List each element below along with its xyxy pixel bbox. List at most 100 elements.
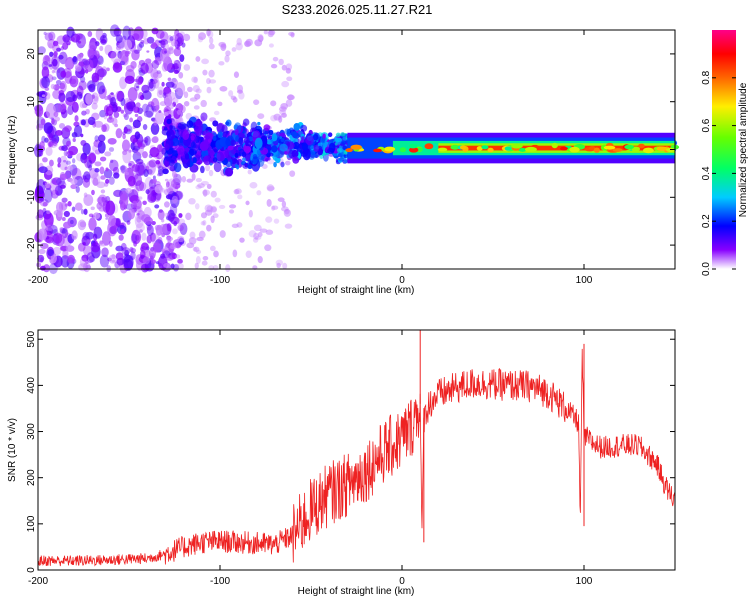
spectrogram-cell xyxy=(270,100,277,107)
spectrogram-cell xyxy=(37,228,48,241)
spectrogram-cell xyxy=(109,24,120,37)
spectrogram-cell xyxy=(160,40,166,49)
spectrogram-cell xyxy=(148,81,154,89)
spectrogram-cell xyxy=(72,31,76,36)
spectrogram-cell xyxy=(111,253,116,260)
spectrogram-cell xyxy=(149,146,160,158)
spectrogram-cell xyxy=(43,122,53,134)
spectrogram-cell xyxy=(199,141,209,151)
spectrogram-cell xyxy=(164,212,169,217)
spectrogram-cell xyxy=(157,173,162,177)
colorbar-tick-label: 0.4 xyxy=(701,166,712,180)
spectrogram-cell xyxy=(35,104,44,118)
spectrogram-cell xyxy=(165,181,170,188)
spectrogram-cell xyxy=(166,242,171,249)
spectrogram-cell xyxy=(268,43,274,48)
spectrogram-cell xyxy=(459,145,467,150)
spectrogram-cell xyxy=(94,135,99,142)
spectrogram-cell xyxy=(212,135,217,142)
spectrogram-cell xyxy=(143,216,153,225)
spectrogram-cell xyxy=(56,47,62,52)
spectrogram-cell xyxy=(195,256,201,264)
spectrogram-cell xyxy=(42,207,47,214)
spectrogram-cell xyxy=(155,261,160,265)
spectrogram-cell xyxy=(272,56,279,62)
spectrogram-cell xyxy=(135,180,145,192)
spectrogram-cell xyxy=(247,169,252,175)
spectrogram-cell xyxy=(52,58,58,67)
spectrogram-cell xyxy=(172,263,180,272)
spectrogram-cell xyxy=(70,184,77,190)
spectrogram-cell xyxy=(271,133,278,142)
spectrogram-cell xyxy=(108,147,115,152)
spectrogram-cell xyxy=(133,145,141,151)
spectrogram-cell xyxy=(312,134,319,141)
spectrogram-cell xyxy=(165,97,170,105)
spectrogram-cell xyxy=(82,171,91,183)
spectrogram-cell xyxy=(109,226,117,234)
spectrogram-cell xyxy=(63,159,67,163)
spectrogram-cell xyxy=(47,38,56,49)
spectrogram-cell xyxy=(257,231,263,237)
spectrogram-cell xyxy=(49,51,54,57)
spectrogram-cell xyxy=(273,113,282,121)
spectrogram-cell xyxy=(67,201,72,207)
spectrogram-cell xyxy=(80,75,86,83)
spectrogram-cell xyxy=(200,181,209,186)
spectrogram-cell xyxy=(52,40,59,47)
spectrogram-cell xyxy=(167,34,173,43)
spectrogram-cell xyxy=(236,89,244,94)
spectrogram-cell xyxy=(130,247,137,254)
spectrogram-cell xyxy=(62,248,69,259)
spectrogram-cell xyxy=(283,208,291,217)
spectrogram-cell xyxy=(161,47,168,55)
spectrogram-cell xyxy=(264,244,272,252)
spectrogram-cell xyxy=(231,223,239,229)
spectrogram-cell xyxy=(169,125,173,130)
spectrogram-cell xyxy=(234,164,239,168)
spectrogram-cell xyxy=(305,134,314,146)
spectrogram-xlabel: Height of straight line (km) xyxy=(298,285,415,296)
spectrogram-cell xyxy=(80,119,86,126)
spectrogram-cell xyxy=(172,97,179,104)
spectrogram-cell xyxy=(350,144,363,150)
spectrogram-cell xyxy=(286,94,295,101)
spectrogram-cell xyxy=(551,142,558,149)
spectrogram-cell xyxy=(104,96,109,101)
spectrogram-cell xyxy=(59,227,63,231)
spectrogram-cell xyxy=(74,115,79,122)
spectrogram-cell xyxy=(59,173,68,181)
spectrogram-cell xyxy=(217,131,223,139)
snr-ytick-label: 300 xyxy=(26,423,37,440)
spectrogram-cell xyxy=(164,143,170,151)
spectrogram-cell xyxy=(192,246,198,252)
spectrogram-cell xyxy=(219,230,226,238)
spectrogram-cell xyxy=(172,63,180,70)
spectrogram-cell xyxy=(131,49,140,61)
spectrogram-cell xyxy=(638,143,645,149)
spectrogram-cell xyxy=(49,159,54,167)
spectrogram-cell xyxy=(280,102,288,110)
snr-plot-area xyxy=(38,330,675,570)
spectrogram-cell xyxy=(268,152,274,157)
spectrogram-cell xyxy=(139,229,143,233)
spectrogram-cell xyxy=(36,209,44,219)
spectrogram-cell xyxy=(136,206,143,213)
spectrogram-cell xyxy=(256,190,262,196)
spectrogram-cell xyxy=(202,255,209,261)
spectrogram-cell xyxy=(124,75,135,84)
spectrogram-cell xyxy=(238,132,246,139)
spectrogram-cell xyxy=(44,137,49,143)
spectrogram-cell xyxy=(58,54,64,60)
spectrogram-cell xyxy=(284,208,290,215)
spectrogram-cell xyxy=(105,217,109,220)
spectrogram-cell xyxy=(150,78,154,83)
snr-xtick-label: -100 xyxy=(210,576,230,587)
colorbar-gradient xyxy=(712,30,736,269)
spectrogram-cell xyxy=(140,263,149,273)
spectrogram-cell xyxy=(158,90,163,96)
spectrogram-cell xyxy=(191,76,198,83)
spectrogram-cell xyxy=(119,60,126,66)
spectrogram-cell xyxy=(69,219,74,225)
spectrogram-cell xyxy=(167,102,175,110)
